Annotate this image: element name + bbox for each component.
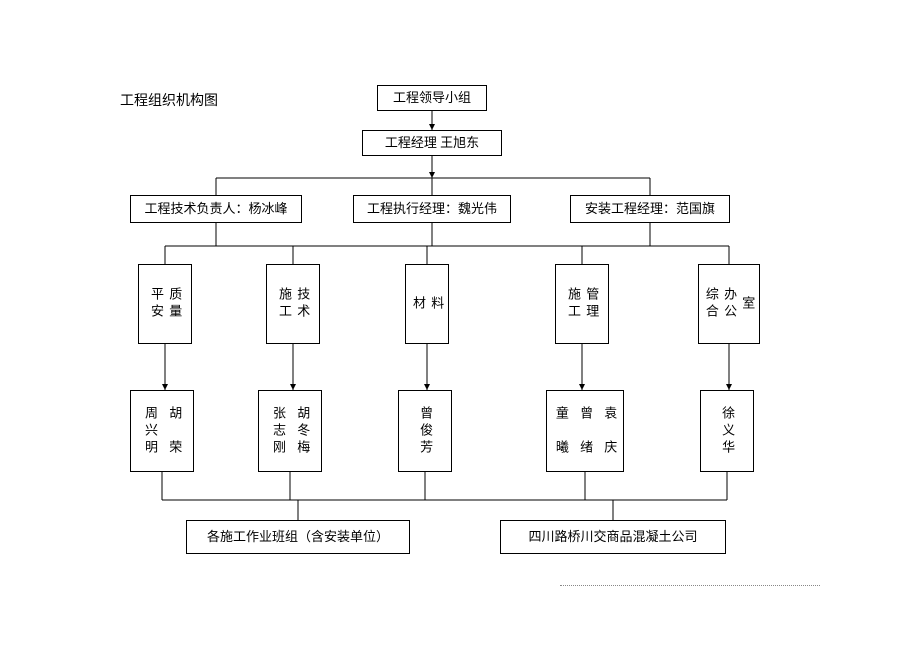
- page-title: 工程组织机构图: [120, 90, 218, 110]
- dept-materials: 材 料: [405, 264, 449, 344]
- node-concrete-company: 四川路桥川交商品混凝土公司: [500, 520, 726, 554]
- persons-mgmt: 童 曦 曾 绪 袁 庆: [546, 390, 624, 472]
- persons-office: 徐义华: [700, 390, 754, 472]
- dept-construction-tech: 施工 技术: [266, 264, 320, 344]
- node-work-teams: 各施工作业班组（含安装单位）: [186, 520, 410, 554]
- persons-materials: 曾俊芳: [398, 390, 452, 472]
- persons-tech: 张志刚 胡冬梅: [258, 390, 322, 472]
- node-install-manager: 安装工程经理：范国旗: [570, 195, 730, 223]
- node-tech-lead: 工程技术负责人：杨冰峰: [130, 195, 302, 223]
- dept-construction-mgmt: 施工 管理: [555, 264, 609, 344]
- dept-general-office: 综合 办公 室: [698, 264, 760, 344]
- dotted-line: [560, 585, 820, 586]
- node-leading-group: 工程领导小组: [377, 85, 487, 111]
- persons-safety: 周兴明 胡 荣: [130, 390, 194, 472]
- node-project-manager: 工程经理 王旭东: [362, 130, 502, 156]
- dept-safety-quality: 平安 质量: [138, 264, 192, 344]
- node-exec-manager: 工程执行经理：魏光伟: [353, 195, 511, 223]
